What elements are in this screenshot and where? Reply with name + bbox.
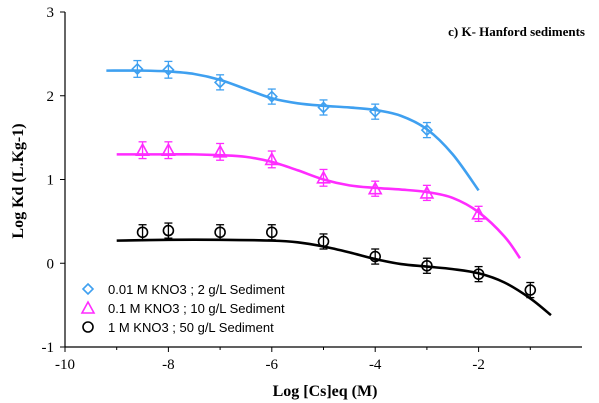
series-layer — [106, 59, 552, 317]
legend-label: 1 M KNO3 ; 50 g/L Sediment — [108, 320, 274, 335]
data-point — [213, 76, 227, 89]
data-point — [264, 151, 280, 166]
y-tick-label: 0 — [47, 256, 55, 272]
legend-label: 0.1 M KNO3 ; 10 g/L Sediment — [108, 301, 285, 316]
data-point — [265, 90, 278, 103]
x-tick-label: -4 — [369, 357, 382, 373]
data-point — [524, 284, 537, 296]
data-point — [162, 224, 175, 237]
data-point — [317, 101, 330, 114]
data-point — [369, 250, 382, 263]
data-point — [265, 226, 278, 239]
data-point — [316, 170, 331, 184]
data-point — [317, 235, 330, 248]
x-tick-label: -8 — [162, 357, 175, 373]
chart-title: c) K- Hanford sediments — [448, 24, 585, 39]
series-1 — [106, 59, 480, 192]
data-point — [421, 259, 433, 272]
data-point — [420, 123, 434, 137]
series-2 — [116, 141, 522, 259]
legend-marker — [82, 321, 94, 333]
x-tick-label: -2 — [472, 357, 485, 373]
y-tick-label: 1 — [47, 173, 55, 189]
data-point — [131, 62, 144, 76]
legend-label: 0.01 M KNO3 ; 2 g/L Sediment — [108, 282, 285, 297]
legend-marker — [80, 300, 96, 314]
y-tick-label: 3 — [47, 5, 55, 21]
legend: 0.01 M KNO3 ; 2 g/L Sediment 0.1 M KNO3 ;… — [80, 282, 285, 335]
data-point — [161, 142, 176, 156]
y-axis-title: Log Kd (L.Kg-1) — [10, 123, 27, 238]
data-point — [471, 206, 486, 220]
data-point — [162, 63, 175, 76]
data-point — [214, 226, 226, 239]
data-point — [472, 268, 485, 280]
data-point — [212, 144, 228, 158]
y-tick-label: 2 — [47, 89, 55, 105]
data-point — [136, 226, 149, 239]
data-point — [135, 142, 150, 156]
x-axis-title: Log [Cs]eq (M) — [273, 383, 378, 400]
data-point — [367, 181, 383, 195]
series-3 — [116, 222, 552, 317]
x-tick-label: -10 — [55, 357, 75, 373]
data-point — [419, 185, 435, 199]
legend-marker — [81, 282, 95, 296]
fit-line — [106, 69, 480, 192]
x-tick-label: -6 — [266, 357, 279, 373]
data-point — [369, 105, 382, 118]
y-tick-label: -1 — [42, 340, 55, 356]
